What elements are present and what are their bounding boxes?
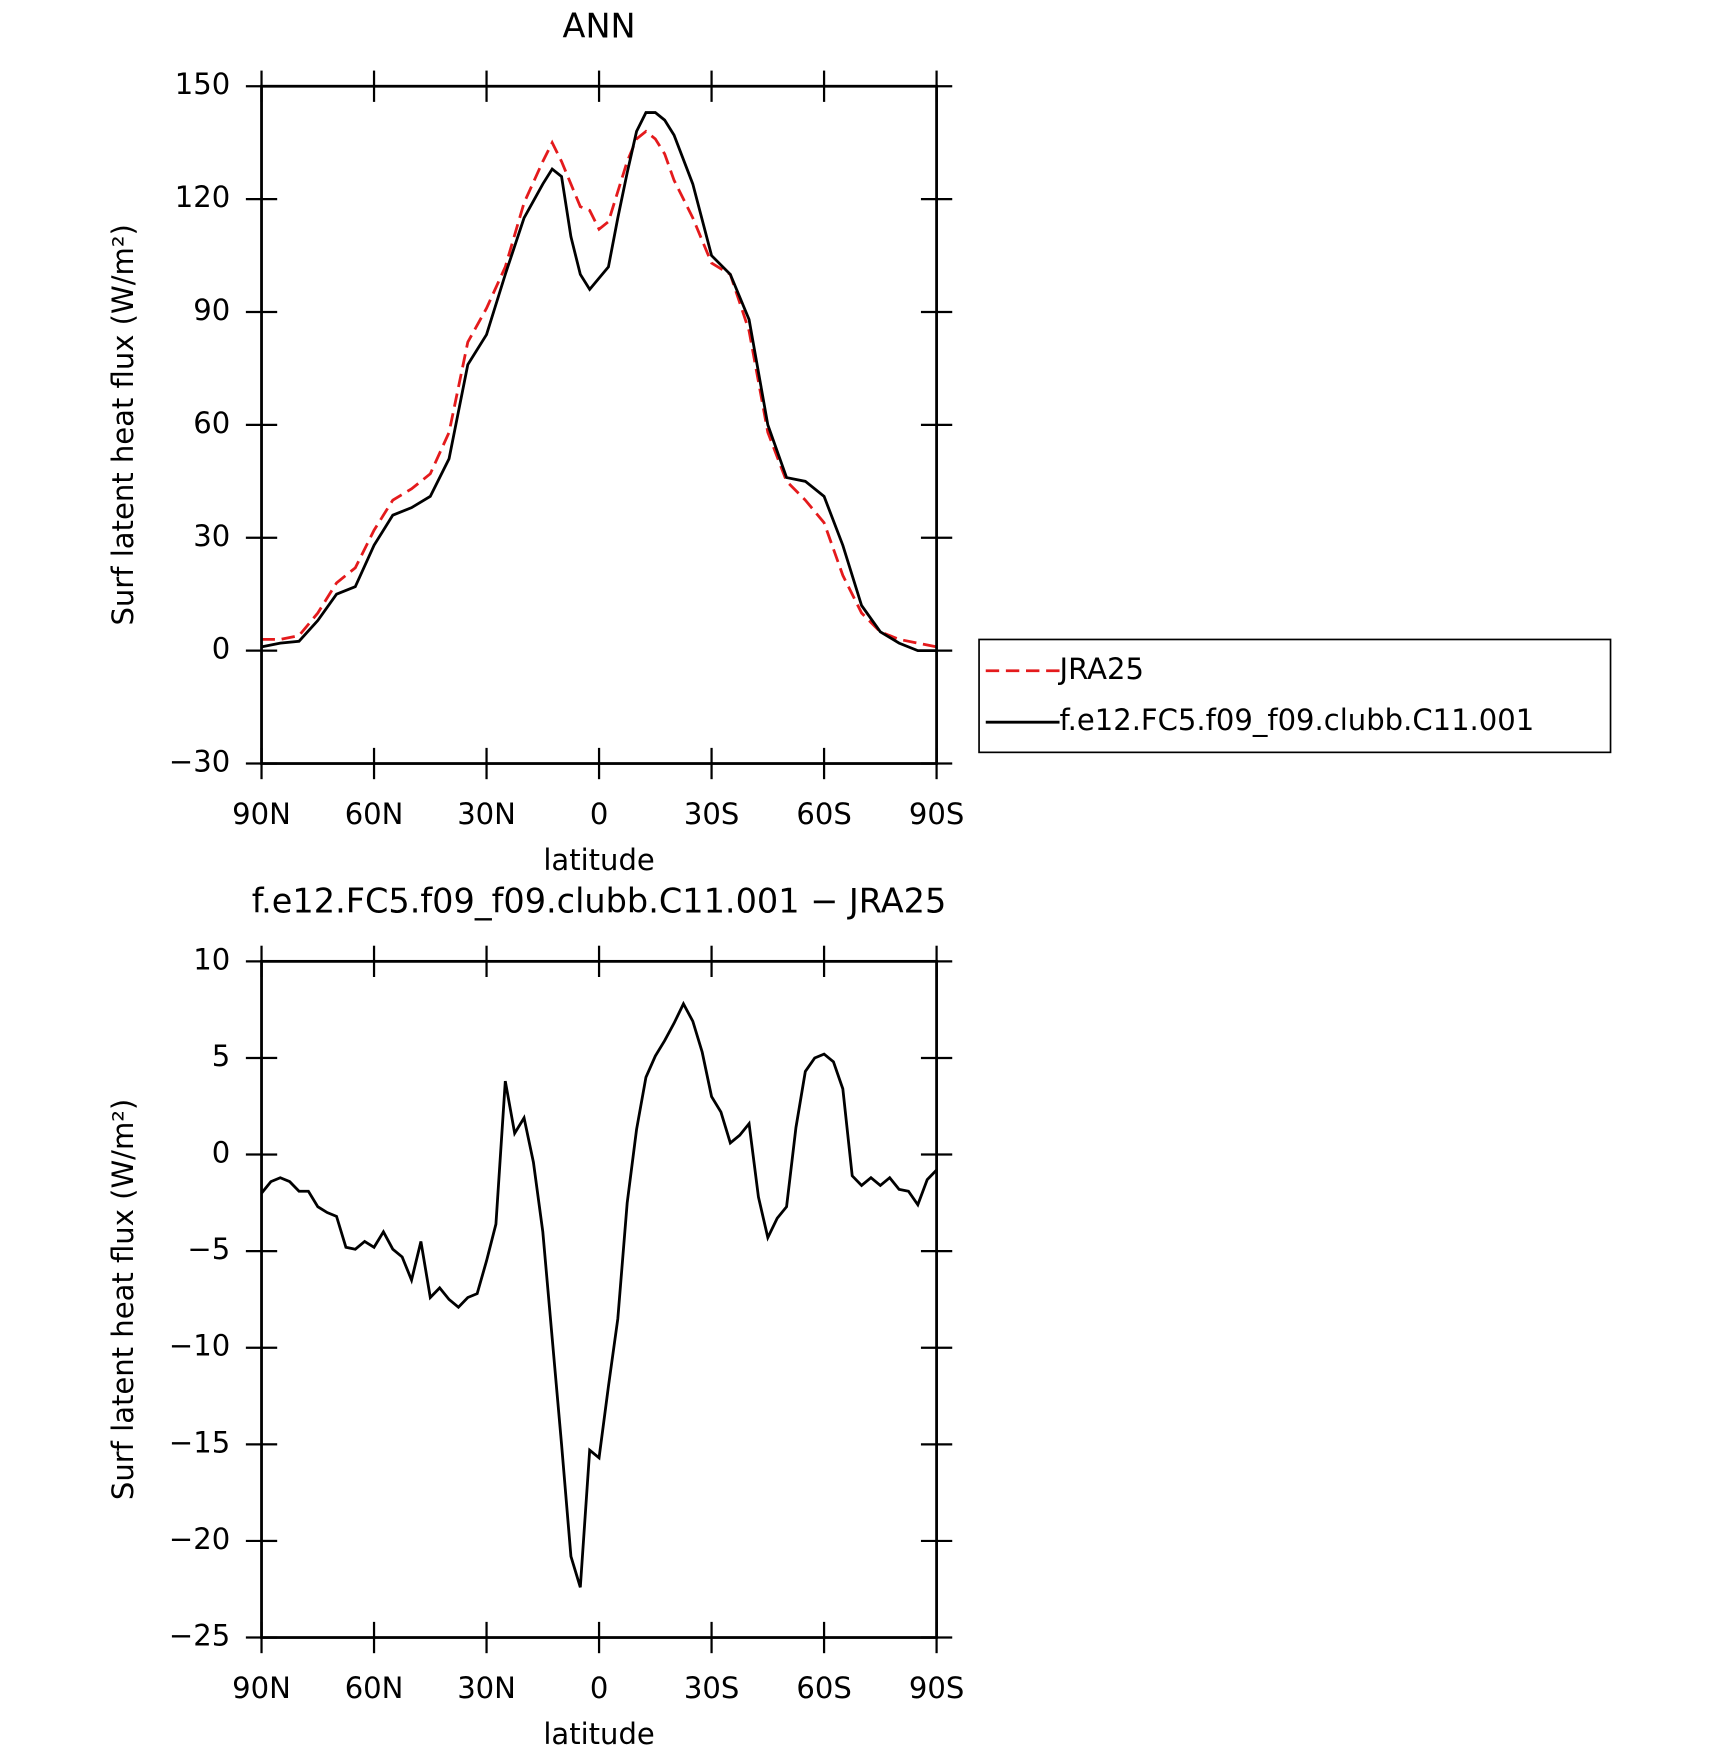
- y-tick-label: −30: [169, 745, 230, 779]
- x-tick-label: 60S: [796, 797, 851, 831]
- legend-label: f.e12.FC5.f09_f09.clubb.C11.001: [1060, 703, 1535, 737]
- x-tick-label: 0: [590, 797, 608, 831]
- chart-title: f.e12.FC5.f09_f09.clubb.C11.001 − JRA25: [252, 882, 947, 921]
- x-tick-label: 30S: [684, 797, 739, 831]
- x-tick-label: 0: [590, 1671, 608, 1705]
- y-tick-label: −20: [169, 1522, 230, 1556]
- y-tick-label: 0: [212, 632, 230, 666]
- x-tick-label: 60S: [796, 1671, 851, 1705]
- y-tick-label: 60: [193, 406, 230, 440]
- chart-title: ANN: [563, 7, 636, 46]
- x-axis-label: latitude: [543, 1717, 654, 1745]
- y-axis-label: Surf latent heat flux (W/m²): [106, 224, 140, 625]
- x-tick-label: 90N: [232, 1671, 291, 1705]
- y-tick-label: 120: [175, 180, 230, 214]
- x-tick-label: 60N: [345, 1671, 404, 1705]
- y-tick-label: −25: [169, 1619, 230, 1653]
- x-tick-label: 30N: [457, 797, 516, 831]
- y-tick-label: −5: [187, 1232, 230, 1266]
- y-tick-label: −10: [169, 1329, 230, 1363]
- y-axis-label: Surf latent heat flux (W/m²): [106, 1099, 140, 1500]
- y-tick-label: 150: [175, 67, 230, 101]
- data-line: [260, 1000, 938, 1588]
- x-tick-label: 30S: [684, 1671, 739, 1705]
- x-tick-label: 90S: [909, 797, 964, 831]
- y-tick-label: 30: [193, 519, 230, 553]
- legend-label: JRA25: [1058, 652, 1144, 686]
- x-tick-label: 90S: [909, 1671, 964, 1705]
- x-tick-label: 30N: [457, 1671, 516, 1705]
- data-line: [261, 111, 937, 653]
- y-tick-label: 10: [193, 942, 230, 976]
- x-tick-label: 60N: [345, 797, 404, 831]
- plot-frame: [260, 959, 938, 1639]
- y-tick-label: −15: [169, 1425, 230, 1459]
- legend-box: [978, 638, 1612, 754]
- plot-frame: [260, 84, 938, 765]
- data-line: [261, 129, 937, 649]
- y-tick-label: 90: [193, 293, 230, 327]
- x-axis-label: latitude: [543, 843, 654, 877]
- y-tick-label: 5: [212, 1039, 230, 1073]
- x-tick-label: 90N: [232, 797, 291, 831]
- y-tick-label: 0: [212, 1136, 230, 1170]
